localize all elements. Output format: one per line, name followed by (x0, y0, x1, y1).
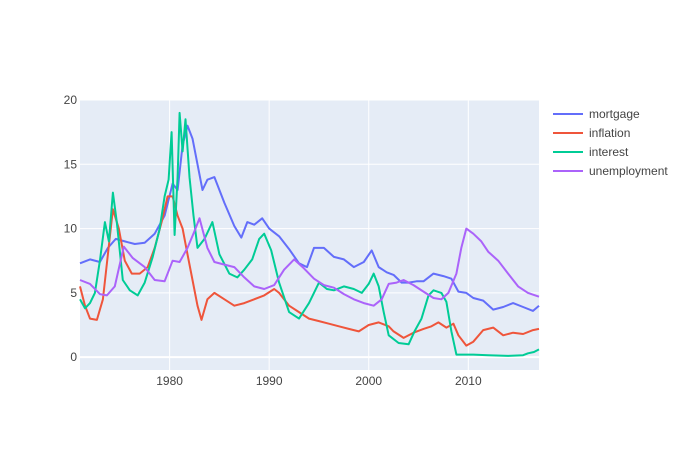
y-tick-label: 10 (64, 222, 78, 236)
series-layer (79, 111, 540, 357)
y-tick-label: 0 (70, 350, 77, 364)
legend-item-mortgage[interactable]: mortgage (553, 107, 640, 121)
legend-item-unemployment[interactable]: unemployment (553, 164, 668, 178)
x-tick-label: 2010 (455, 374, 482, 388)
y-tick-label: 15 (64, 157, 78, 171)
series-line-interest (79, 111, 540, 357)
x-tick-label: 1990 (256, 374, 283, 388)
legend-label: interest (589, 145, 629, 159)
plot-background (80, 100, 539, 370)
legend[interactable]: mortgage inflation interest unemployment (553, 107, 668, 178)
series-line-unemployment (79, 217, 540, 307)
series-line-inflation (79, 195, 540, 347)
y-tick-label: 5 (70, 286, 77, 300)
legend-label: unemployment (589, 164, 668, 178)
legend-label: inflation (589, 126, 630, 140)
legend-item-inflation[interactable]: inflation (553, 126, 630, 140)
legend-label: mortgage (589, 107, 640, 121)
y-tick-labels: 0 5 10 15 20 (64, 93, 78, 364)
y-tick-label: 20 (64, 93, 78, 107)
x-tick-label: 2000 (355, 374, 382, 388)
x-tick-label: 1980 (156, 374, 183, 388)
x-tick-labels: 1980 1990 2000 2010 (156, 374, 482, 388)
legend-item-interest[interactable]: interest (553, 145, 629, 159)
